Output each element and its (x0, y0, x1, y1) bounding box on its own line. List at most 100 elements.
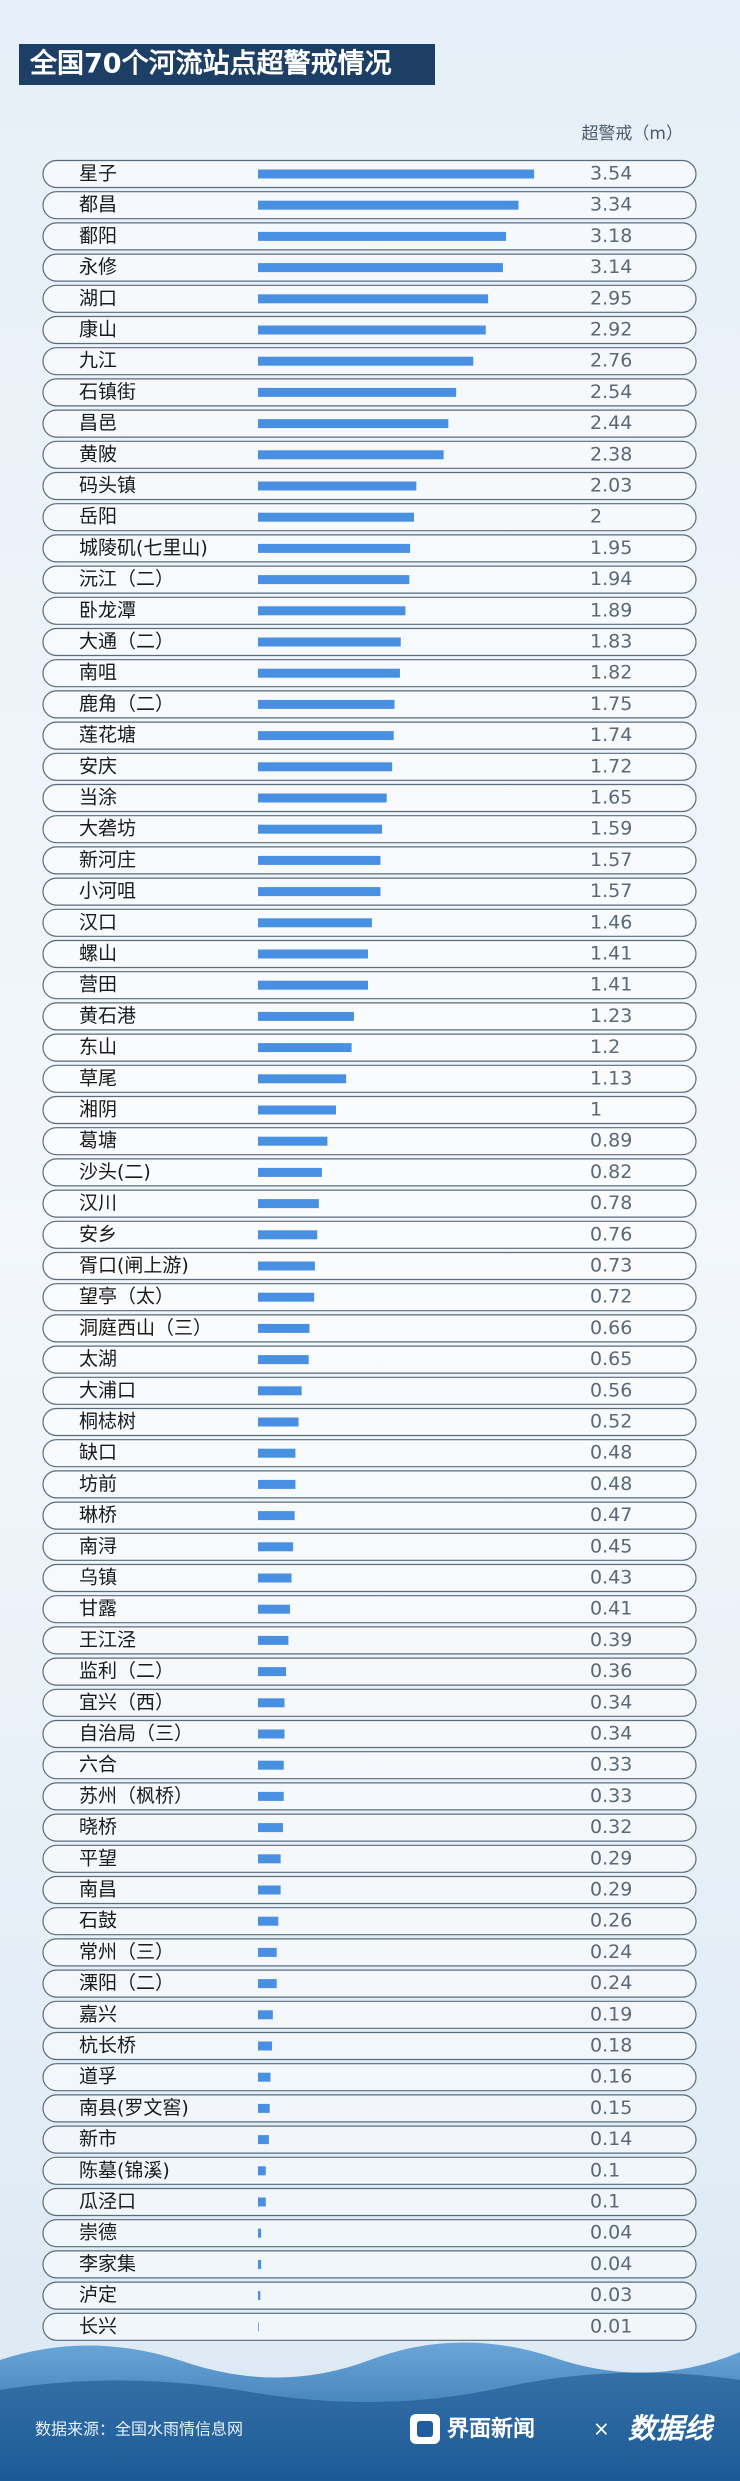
value-label: 0.41 (590, 1598, 632, 1620)
bar (258, 2322, 259, 2332)
value-label: 1.94 (590, 568, 632, 590)
category-label: 泸定 (79, 2284, 117, 2306)
bar (258, 1760, 284, 1770)
value-label: 0.01 (590, 2315, 632, 2337)
value-label: 0.76 (590, 1223, 632, 1245)
row-pill (42, 1439, 697, 1468)
category-label: 崇德 (79, 2222, 117, 2244)
category-label: 大通（二） (79, 631, 174, 653)
value-label: 1.41 (590, 943, 632, 965)
category-label: 琳桥 (79, 1504, 117, 1526)
category-label: 湖口 (79, 287, 117, 309)
value-label: 0.19 (590, 2003, 632, 2025)
value-label: 0.39 (590, 1629, 632, 1651)
value-label: 1.89 (590, 599, 632, 621)
row-pill (42, 2312, 697, 2341)
bar (258, 356, 474, 366)
bar (258, 200, 519, 210)
category-label: 六合 (79, 1754, 117, 1776)
bar (258, 2041, 273, 2051)
category-label: 乌镇 (79, 1567, 117, 1589)
category-label: 永修 (79, 256, 117, 278)
bar (258, 481, 417, 491)
value-label: 1.23 (590, 1005, 632, 1027)
category-label: 草尾 (79, 1067, 117, 1089)
value-label: 0.32 (590, 1816, 632, 1838)
value-label: 1.65 (590, 787, 632, 809)
row-pill (42, 2281, 697, 2310)
logo: 数据线 (628, 2412, 715, 2445)
row-pill (42, 2250, 697, 2279)
bar (258, 169, 535, 179)
value-label: 0.48 (590, 1442, 632, 1464)
bar (258, 1355, 309, 1365)
value-label: 0.43 (590, 1567, 632, 1589)
value-label: 1.57 (590, 849, 632, 871)
category-label: 桐梽树 (79, 1411, 136, 1433)
category-label: 鄱阳 (79, 225, 117, 247)
value-label: 0.48 (590, 1473, 632, 1495)
value-label: 0.65 (590, 1348, 632, 1370)
category-label: 小河咀 (79, 880, 136, 902)
bar (258, 949, 368, 959)
bar (258, 1667, 287, 1677)
category-label: 湘阴 (79, 1099, 117, 1121)
bar (258, 668, 400, 678)
category-label: 南浔 (79, 1535, 117, 1557)
row-pill (42, 1719, 697, 1749)
value-label: 0.33 (590, 1785, 632, 1807)
row-pill (42, 1189, 697, 1218)
source: 数据来源：全国水雨情信息网 (35, 2420, 243, 2439)
category-label: 葛塘 (79, 1130, 117, 1152)
value-label: 1.2 (590, 1036, 620, 1058)
row-pill (42, 939, 697, 969)
bar (258, 887, 381, 897)
category-label: 胥口(闸上游) (79, 1255, 189, 1277)
value-label: 0.26 (590, 1910, 632, 1932)
category-label: 宜兴（西） (79, 1691, 174, 1713)
category-label: 卧龙潭 (79, 599, 136, 621)
value-label: 2.44 (590, 412, 632, 434)
bar (258, 1261, 315, 1271)
category-label: 望亭（太） (79, 1286, 174, 1308)
value-label: 1.57 (590, 880, 632, 902)
row-pill (42, 1470, 697, 1499)
category-label: 城陵矶(七里山) (79, 537, 208, 559)
bar (258, 699, 395, 709)
bar (258, 2197, 266, 2207)
bar (258, 1885, 281, 1895)
brand: 界面新闻 (447, 2416, 535, 2442)
row-pill (42, 1938, 697, 1967)
value-label: 3.54 (590, 163, 632, 185)
value-label: 0.52 (590, 1411, 632, 1433)
bar (258, 762, 393, 772)
category-label: 瓜泾口 (79, 2191, 136, 2213)
bar (258, 294, 489, 304)
category-label: 营田 (79, 974, 117, 996)
value-label: 1.13 (590, 1067, 632, 1089)
value-label: 0.1 (590, 2191, 620, 2213)
row-pill (42, 1033, 697, 1062)
bar (258, 543, 411, 553)
category-label: 安庆 (79, 755, 117, 777)
row-pill (42, 1345, 697, 1374)
category-label: 缺口 (79, 1442, 117, 1464)
row-pill (42, 1376, 697, 1405)
row-pill (42, 1532, 697, 1561)
category-label: 东山 (79, 1036, 117, 1058)
category-label: 石镇街 (79, 381, 136, 403)
bar (258, 793, 387, 803)
row-pill (42, 1969, 697, 1998)
row-pill (42, 1782, 697, 1811)
row-pill (42, 1220, 697, 1249)
value-label: 0.1 (590, 2159, 620, 2181)
row-pill (42, 2031, 697, 2061)
row-pill (42, 1844, 697, 1873)
category-label: 嘉兴 (79, 2003, 117, 2025)
bar (258, 450, 444, 460)
row-pill (42, 1626, 697, 1655)
value-label: 0.29 (590, 1847, 632, 1869)
value-label: 3.18 (590, 225, 632, 247)
value-label: 1.82 (590, 662, 632, 684)
